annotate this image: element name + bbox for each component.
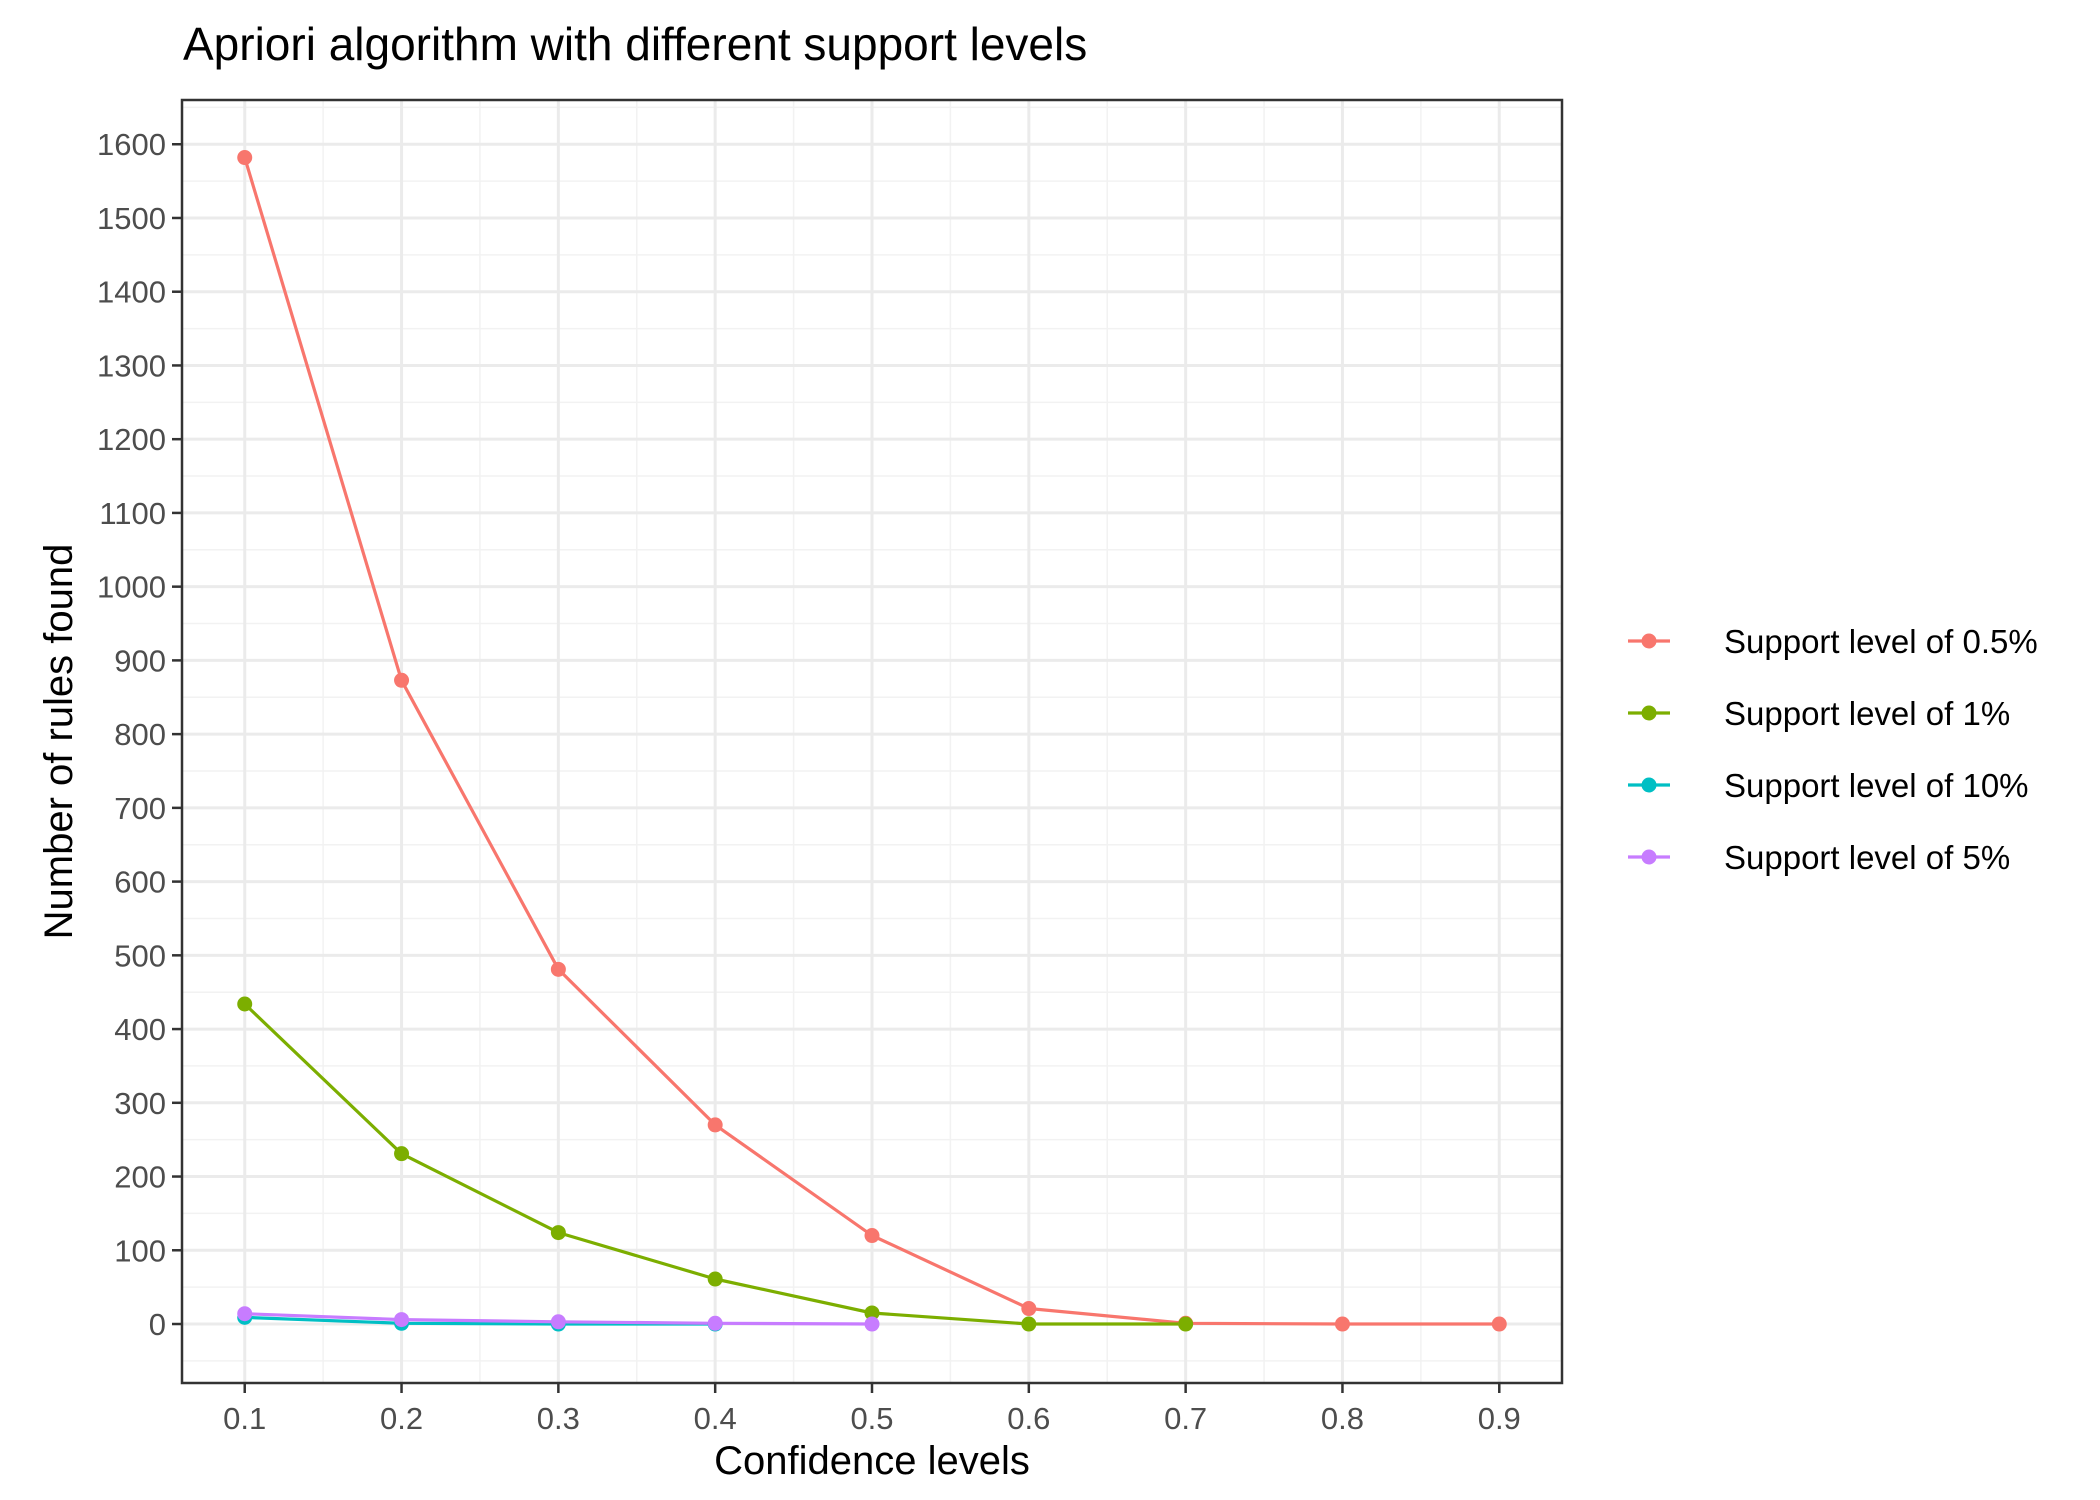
legend-key-point xyxy=(1641,633,1657,649)
legend-label: Support level of 1% xyxy=(1724,695,2010,732)
x-tick-label: 0.9 xyxy=(1478,1401,1521,1436)
y-axis-title: Number of rules found xyxy=(37,544,81,940)
y-tick-label: 1400 xyxy=(97,275,166,310)
legend-item-3: Support level of 5% xyxy=(1628,839,2010,876)
legend-key-point xyxy=(1641,705,1657,721)
data-point-series-0 xyxy=(1334,1316,1350,1332)
legend-item-2: Support level of 10% xyxy=(1628,767,2029,804)
legend: Support level of 0.5% Support level of 1%… xyxy=(1628,623,2038,876)
x-axis-ticks: 0.1 0.2 0.3 0.4 0.5 0.6 0.7 0.8 0.9 xyxy=(223,1383,1521,1436)
data-point-series-3 xyxy=(707,1315,723,1331)
data-point-series-1 xyxy=(550,1225,566,1241)
x-tick-label: 0.4 xyxy=(694,1401,737,1436)
y-tick-label: 100 xyxy=(114,1233,166,1268)
legend-item-0: Support level of 0.5% xyxy=(1628,623,2038,660)
y-tick-label: 200 xyxy=(114,1160,166,1195)
x-tick-label: 0.6 xyxy=(1007,1401,1050,1436)
data-point-series-1 xyxy=(394,1146,410,1162)
legend-key-point xyxy=(1641,777,1657,793)
data-point-series-0 xyxy=(237,150,253,166)
x-tick-label: 0.3 xyxy=(537,1401,580,1436)
data-point-series-3 xyxy=(864,1316,880,1332)
y-tick-label: 400 xyxy=(114,1012,166,1047)
data-point-series-0 xyxy=(1021,1301,1037,1317)
data-point-series-0 xyxy=(394,672,410,688)
y-tick-label: 1500 xyxy=(97,201,166,236)
y-tick-label: 300 xyxy=(114,1086,166,1121)
data-point-series-0 xyxy=(550,961,566,977)
data-point-series-3 xyxy=(550,1314,566,1330)
data-point-series-0 xyxy=(1491,1316,1507,1332)
legend-label: Support level of 0.5% xyxy=(1724,623,2038,660)
y-tick-label: 800 xyxy=(114,717,166,752)
data-point-series-3 xyxy=(237,1306,253,1322)
y-tick-label: 600 xyxy=(114,865,166,900)
data-point-series-1 xyxy=(864,1305,880,1321)
data-point-series-3 xyxy=(394,1312,410,1328)
x-axis-title: Confidence levels xyxy=(714,1439,1030,1483)
series-points xyxy=(237,150,1507,1332)
x-tick-label: 0.8 xyxy=(1321,1401,1364,1436)
y-tick-label: 1100 xyxy=(99,496,166,531)
x-tick-label: 0.2 xyxy=(380,1401,423,1436)
chart-title: Apriori algorithm with different support… xyxy=(183,18,1087,70)
legend-label: Support level of 10% xyxy=(1724,767,2029,804)
data-point-series-0 xyxy=(707,1117,723,1133)
x-tick-label: 0.7 xyxy=(1164,1401,1207,1436)
x-tick-label: 0.5 xyxy=(850,1401,893,1436)
y-tick-label: 1000 xyxy=(97,570,166,605)
y-tick-label: 500 xyxy=(114,938,166,973)
legend-label: Support level of 5% xyxy=(1724,839,2010,876)
data-point-series-1 xyxy=(707,1271,723,1287)
x-tick-label: 0.1 xyxy=(223,1401,266,1436)
data-point-series-0 xyxy=(864,1228,880,1244)
y-axis-ticks: 0 100 200 300 400 500 600 700 800 900 1000 1100 1200… xyxy=(97,127,182,1342)
data-point-series-1 xyxy=(237,996,253,1012)
y-tick-label: 700 xyxy=(114,791,166,826)
y-tick-label: 900 xyxy=(114,643,166,678)
y-tick-label: 1200 xyxy=(97,422,166,457)
y-tick-label: 1300 xyxy=(97,348,166,383)
y-tick-label: 1600 xyxy=(97,127,166,162)
legend-key-point xyxy=(1641,849,1657,865)
data-point-series-1 xyxy=(1021,1316,1037,1332)
legend-item-1: Support level of 1% xyxy=(1628,695,2010,732)
y-tick-label: 0 xyxy=(149,1307,166,1342)
data-point-series-1 xyxy=(1178,1316,1194,1332)
